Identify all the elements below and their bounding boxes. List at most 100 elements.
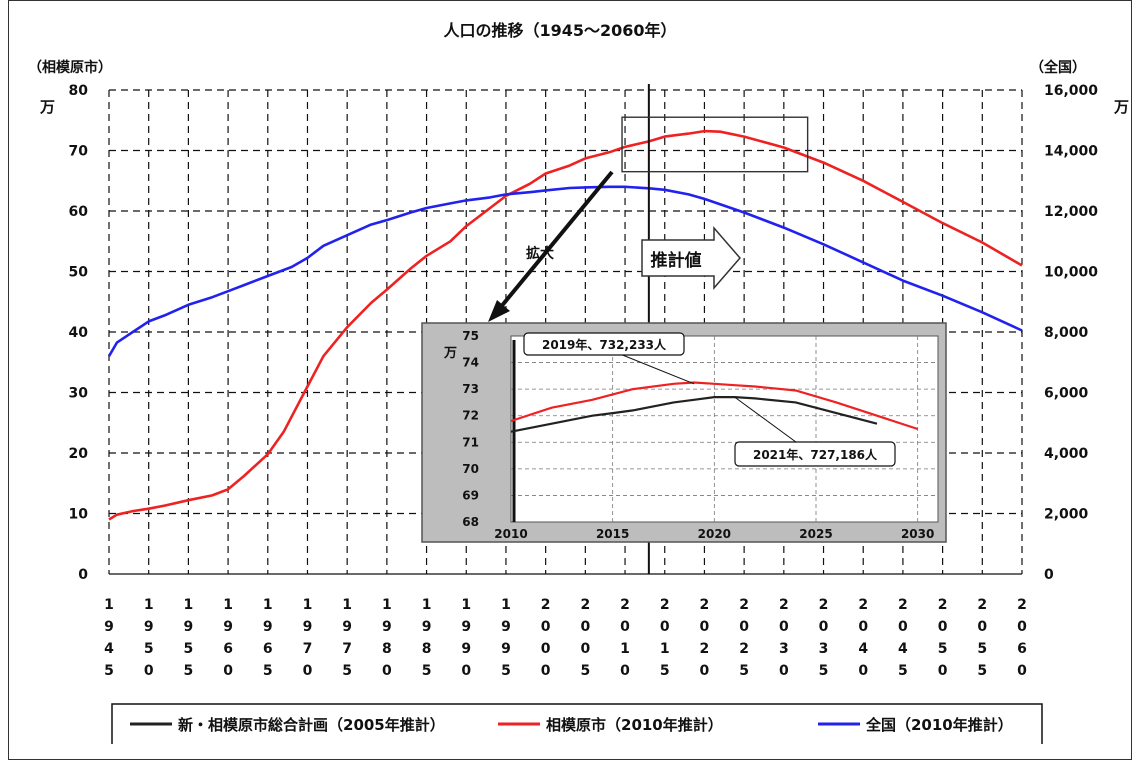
x-tick-label: 7	[303, 641, 313, 657]
series-line	[108, 129, 1023, 521]
x-tick-label: 2	[620, 597, 630, 613]
callout-pointer	[609, 349, 695, 385]
x-tick-label: 5	[977, 641, 987, 657]
x-tick-label: 1	[461, 597, 471, 613]
legend: 新・相模原市総合計画（2005年推計） 相模原市（2010年推計） 全国（2010年…	[111, 703, 1043, 744]
chart-title: 人口の推移（1945〜2060年）	[443, 21, 676, 40]
x-tick-label: 2	[700, 641, 710, 657]
x-tick-label: 1	[184, 597, 194, 613]
x-tick-label: 9	[104, 619, 114, 635]
inset-y-tick-label: 70	[462, 462, 479, 476]
x-tick-label: 9	[263, 619, 273, 635]
inset-black-line	[510, 396, 878, 433]
x-tick-label: 9	[382, 619, 392, 635]
x-tick-label: 0	[739, 619, 749, 635]
x-tick-label: 0	[660, 619, 670, 635]
zoom-arrow-head	[488, 300, 510, 322]
x-tick-label: 0	[938, 663, 948, 679]
inset-y-tick-label: 72	[462, 409, 479, 423]
inset-y-tick-label: 68	[462, 515, 479, 529]
right-tick-label: 2,000	[1044, 507, 1089, 523]
x-tick-label: 0	[779, 663, 789, 679]
x-tick-label: 1	[263, 597, 273, 613]
legend-label: 相模原市（2010年推計）	[546, 716, 723, 734]
x-tick-label: 0	[303, 663, 313, 679]
x-tick-label: 2	[779, 597, 789, 613]
right-tick-label: 16,000	[1044, 83, 1098, 99]
x-tick-label: 5	[739, 663, 749, 679]
callout-box	[523, 332, 685, 356]
right-tick-label: 0	[1044, 567, 1054, 583]
callout-pointer	[734, 396, 801, 446]
x-tick-label: 5	[898, 663, 908, 679]
x-tick-label: 0	[977, 619, 987, 635]
x-tick-label: 5	[144, 641, 154, 657]
x-tick-label: 0	[858, 663, 868, 679]
x-tick-label: 0	[223, 663, 233, 679]
x-tick-label: 2	[819, 597, 829, 613]
x-tick-label: 1	[422, 597, 432, 613]
x-tick-label: 6	[223, 641, 233, 657]
x-tick-label: 2	[580, 597, 590, 613]
x-tick-label: 2	[739, 641, 749, 657]
estimate-arrow	[641, 225, 741, 291]
x-tick-label: 2	[1017, 597, 1027, 613]
x-tick-label: 0	[700, 663, 710, 679]
series-line	[107, 185, 1023, 357]
x-tick-label: 9	[303, 619, 313, 635]
zoom-label: 拡大	[526, 245, 554, 262]
x-tick-label: 5	[938, 641, 948, 657]
legend-label: 全国（2010年推計）	[865, 716, 1013, 734]
x-tick-label: 9	[422, 619, 432, 635]
legend-box	[111, 703, 1043, 744]
x-tick-label: 0	[858, 619, 868, 635]
x-tick-label: 3	[819, 641, 829, 657]
right-tick-label: 6,000	[1044, 386, 1089, 402]
x-tick-label: 4	[104, 641, 114, 657]
x-tick-label: 1	[342, 597, 352, 613]
x-tick-label: 8	[382, 641, 392, 657]
left-tick-label: 30	[69, 386, 89, 402]
population-chart: 人口の推移（1945〜2060年） （相模原市） （全国） 万 万 0 010 2,…	[28, 21, 1129, 744]
x-tick-label: 4	[898, 641, 908, 657]
x-tick-label: 0	[144, 663, 154, 679]
x-tick-label: 9	[461, 641, 471, 657]
inset-y-tick-label: 74	[462, 356, 479, 370]
x-tick-label: 2	[700, 597, 710, 613]
left-tick-label: 60	[69, 204, 89, 220]
callout-text: 2019年、732,233人	[542, 337, 667, 352]
x-tick-label: 0	[382, 663, 392, 679]
right-tick-label: 10,000	[1044, 265, 1098, 281]
x-tick-label: 0	[620, 663, 630, 679]
x-tick-label: 5	[342, 663, 352, 679]
x-tick-label: 5	[580, 663, 590, 679]
inset-x-tick-label: 2030	[901, 527, 934, 541]
x-tick-label: 2	[739, 597, 749, 613]
x-tick-label: 7	[342, 641, 352, 657]
right-axis-caption: （全国）	[1030, 59, 1086, 76]
inset-red-line	[510, 381, 919, 431]
left-tick-label: 70	[69, 144, 89, 160]
x-tick-label: 0	[541, 641, 551, 657]
estimate-label: 推計値	[651, 250, 702, 271]
callout-text: 2021年、727,186人	[753, 447, 878, 462]
zoom-arrow-line	[498, 170, 614, 310]
series-group	[107, 129, 1023, 521]
x-tick-label: 1	[382, 597, 392, 613]
x-tick-label: 5	[660, 663, 670, 679]
callout-box	[734, 441, 896, 467]
x-tick-label: 2	[858, 597, 868, 613]
x-tick-label: 1	[660, 641, 670, 657]
x-tick-label: 9	[501, 619, 511, 635]
x-tick-label: 0	[541, 619, 551, 635]
x-tick-label: 1	[104, 597, 114, 613]
left-tick-label: 80	[69, 83, 89, 99]
x-tick-label: 8	[422, 641, 432, 657]
x-tick-label: 2	[660, 597, 670, 613]
x-tick-label: 5	[263, 663, 273, 679]
left-axis-unit: 万	[39, 98, 55, 116]
x-tick-label: 0	[700, 619, 710, 635]
left-axis-caption: （相模原市）	[28, 59, 112, 76]
x-tick-label: 2	[977, 597, 987, 613]
